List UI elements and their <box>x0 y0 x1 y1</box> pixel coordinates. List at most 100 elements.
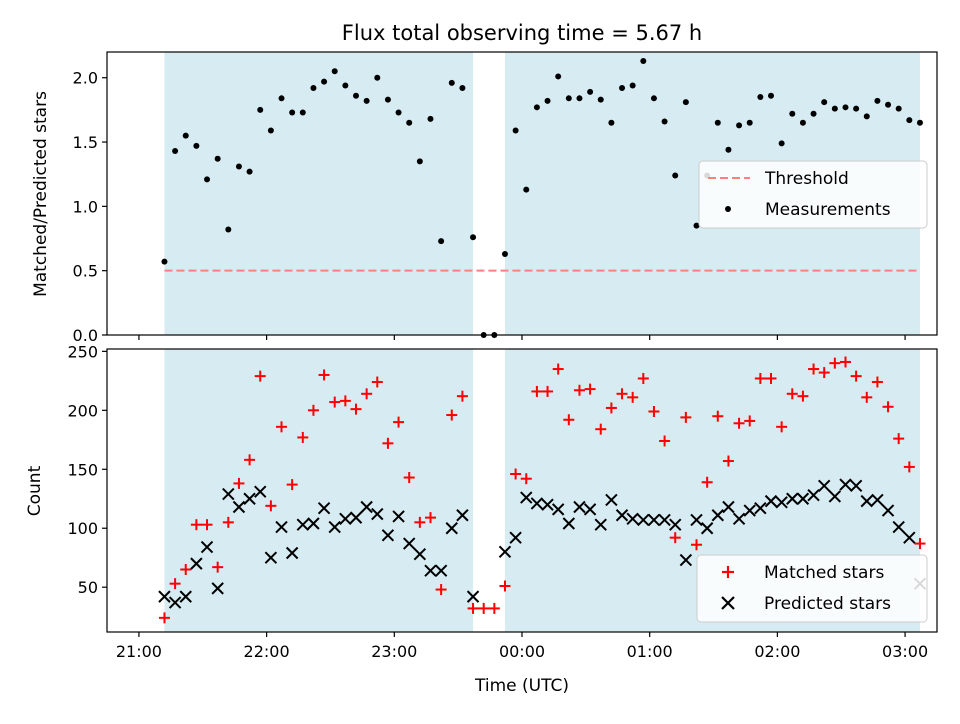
measurement-point <box>533 104 540 111</box>
measurement-point <box>863 113 870 120</box>
y-tick-label: 100 <box>67 519 98 538</box>
measurement-point <box>310 85 317 92</box>
matched-star-point <box>616 388 628 400</box>
matched-star-point <box>797 390 809 402</box>
predicted-star-point <box>307 517 320 530</box>
predicted-star-point <box>637 513 650 527</box>
measurements-legend-swatch <box>725 206 731 212</box>
predicted-star-point <box>807 489 820 502</box>
matched-star-point <box>733 417 745 429</box>
measurement-point <box>916 119 923 126</box>
bottom-y-axis-label: Count <box>25 465 45 516</box>
matched-star-point <box>839 356 851 368</box>
matched-star-point <box>361 388 373 400</box>
predicted-star-point <box>349 511 363 524</box>
matched-star-point <box>722 455 734 467</box>
measurement-point <box>331 68 338 75</box>
top-legend-box <box>698 160 928 229</box>
matched-star-point <box>829 357 841 369</box>
measurement-point <box>789 110 796 117</box>
predicted-star-point <box>222 487 235 501</box>
predicted-star-point <box>168 596 182 609</box>
matched-star-point <box>456 390 468 402</box>
x-tick-label: 03:00 <box>882 642 928 661</box>
predicted-star-point <box>839 478 852 491</box>
measurement-point <box>246 168 253 175</box>
shaded-interval <box>164 52 474 335</box>
measurement-point <box>757 94 764 101</box>
matched-star-point <box>786 388 798 400</box>
matched-star-point <box>744 415 756 427</box>
measurement-point <box>395 109 402 116</box>
predicted-star-point <box>658 513 671 527</box>
measurement-point <box>608 119 615 126</box>
bottom-panel: 50 100 150 200 250 21:00 22:00 23:00 00:00 01:00… <box>25 342 938 696</box>
y-tick-label: 250 <box>67 342 98 361</box>
predicted-star-point <box>817 479 831 492</box>
matched-star-point <box>446 409 458 421</box>
measurement-point <box>363 97 370 104</box>
measurement-point <box>427 115 434 122</box>
matched-star-point <box>190 519 202 531</box>
matched-star-point <box>222 516 234 528</box>
matched-star-point <box>573 384 585 396</box>
matched-star-point <box>520 473 532 485</box>
matched-star-point <box>371 376 383 388</box>
measurement-point <box>384 96 391 103</box>
matched-star-point <box>903 461 915 473</box>
matched-star-point <box>712 410 724 422</box>
matched-star-point <box>297 431 309 443</box>
measurement-point <box>501 250 508 257</box>
predicted-star-point <box>232 500 246 514</box>
measurement-point <box>204 176 211 183</box>
measurement-point <box>289 109 296 116</box>
top-panel-y-ticks: 0.0 0.5 1.0 1.5 2.0 <box>73 69 107 345</box>
matched-stars-points <box>158 356 926 624</box>
matched-star-point <box>403 472 415 484</box>
x-tick-label: 02:00 <box>754 642 800 661</box>
bottom-panel-y-ticks: 50 100 150 200 250 <box>67 342 107 597</box>
top-panel: 0.0 0.5 1.0 1.5 2.0 Flux total observing tim… <box>31 21 938 345</box>
x-axis-label: Time (UTC) <box>474 676 569 696</box>
predicted-star-point <box>860 494 873 508</box>
measurement-point <box>321 78 328 85</box>
matched-star-point <box>169 578 181 590</box>
measurement-point <box>278 95 285 102</box>
predicted-star-point <box>849 479 863 492</box>
measurement-point <box>448 79 455 86</box>
predicted-star-point <box>573 500 586 514</box>
predicted-star-point <box>424 564 437 577</box>
predicted-star-point <box>285 546 299 560</box>
matched-star-point <box>818 367 830 379</box>
matched-star-point <box>627 391 639 403</box>
predicted-star-point <box>328 520 341 534</box>
measurement-point <box>267 127 274 134</box>
measurement-point <box>650 95 657 102</box>
predicted-star-point <box>775 496 788 509</box>
matched-star-point <box>691 539 703 551</box>
predicted-star-point <box>594 518 607 531</box>
matched-star-point <box>307 404 319 416</box>
matched-star-point <box>871 376 883 388</box>
measurement-point <box>853 105 860 112</box>
predicted-star-point <box>254 485 267 498</box>
bottom-legend-box <box>696 554 928 623</box>
measurement-point <box>225 226 232 233</box>
matched-star-point <box>861 391 873 403</box>
predicted-star-point <box>158 590 171 603</box>
threshold-legend-label: Threshold <box>764 169 849 189</box>
predicted-star-point <box>413 547 427 561</box>
measurement-point <box>555 73 562 80</box>
predicted-star-point <box>509 531 522 544</box>
matched-star-point <box>286 479 298 491</box>
measurement-point <box>597 96 604 103</box>
matched-star-point <box>754 372 766 384</box>
predicted-star-point <box>211 582 224 595</box>
measurement-point <box>821 99 828 106</box>
measurement-point <box>682 99 689 106</box>
predicted-star-point <box>562 517 576 530</box>
predicted-star-point <box>264 551 278 564</box>
matched-star-point <box>254 370 266 382</box>
top-y-axis-label: Matched/Predicted stars <box>31 91 51 297</box>
measurement-point <box>587 88 594 95</box>
